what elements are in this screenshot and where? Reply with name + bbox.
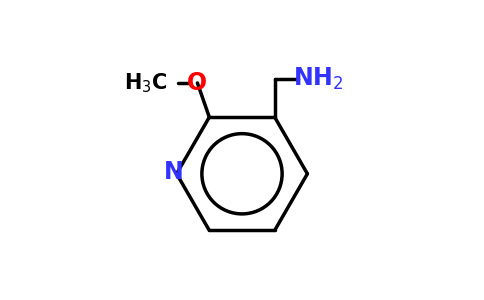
Text: N: N bbox=[164, 160, 183, 184]
Text: O: O bbox=[187, 71, 208, 95]
Text: NH$_2$: NH$_2$ bbox=[293, 65, 343, 92]
Text: H$_3$C: H$_3$C bbox=[124, 71, 167, 95]
